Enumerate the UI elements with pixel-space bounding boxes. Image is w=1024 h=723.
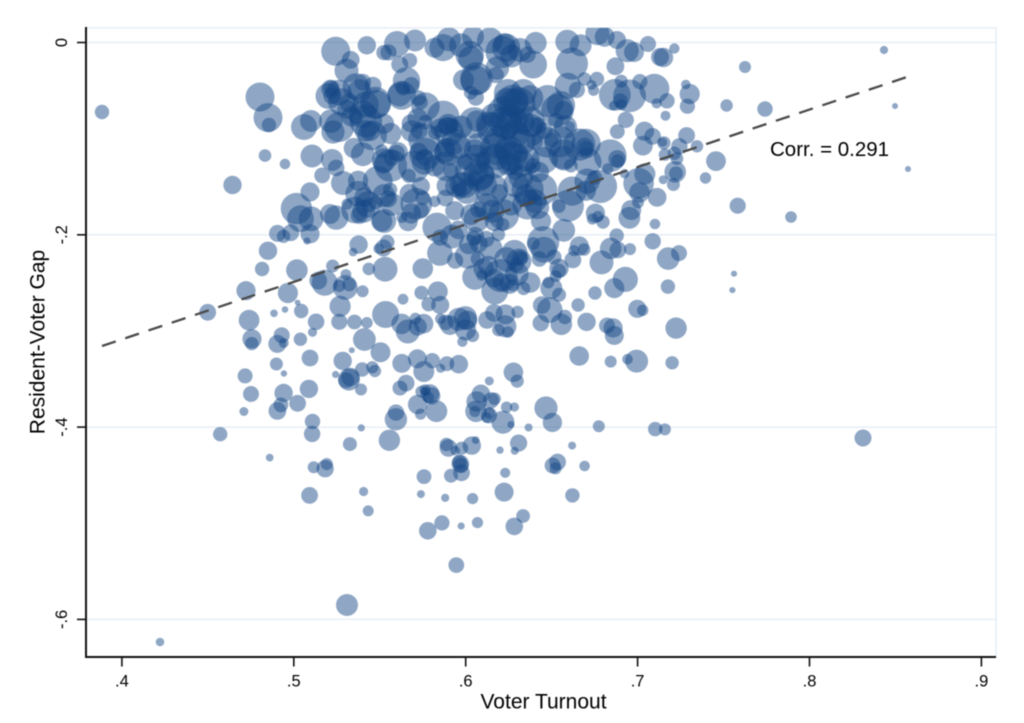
svg-text:0: 0 — [53, 38, 71, 47]
svg-text:-.4: -.4 — [53, 417, 71, 436]
svg-text:.6: .6 — [459, 673, 473, 691]
svg-text:-.6: -.6 — [53, 610, 71, 629]
svg-text:.7: .7 — [631, 673, 645, 691]
svg-text:.5: .5 — [287, 673, 301, 691]
svg-text:.9: .9 — [975, 673, 989, 691]
svg-text:-.2: -.2 — [53, 225, 71, 244]
svg-text:Corr. = 0.291: Corr. = 0.291 — [770, 138, 889, 161]
svg-text:Voter Turnout: Voter Turnout — [480, 691, 606, 714]
svg-text:Resident-Voter Gap: Resident-Voter Gap — [27, 250, 50, 434]
svg-text:.4: .4 — [115, 673, 129, 691]
svg-text:.8: .8 — [803, 673, 817, 691]
